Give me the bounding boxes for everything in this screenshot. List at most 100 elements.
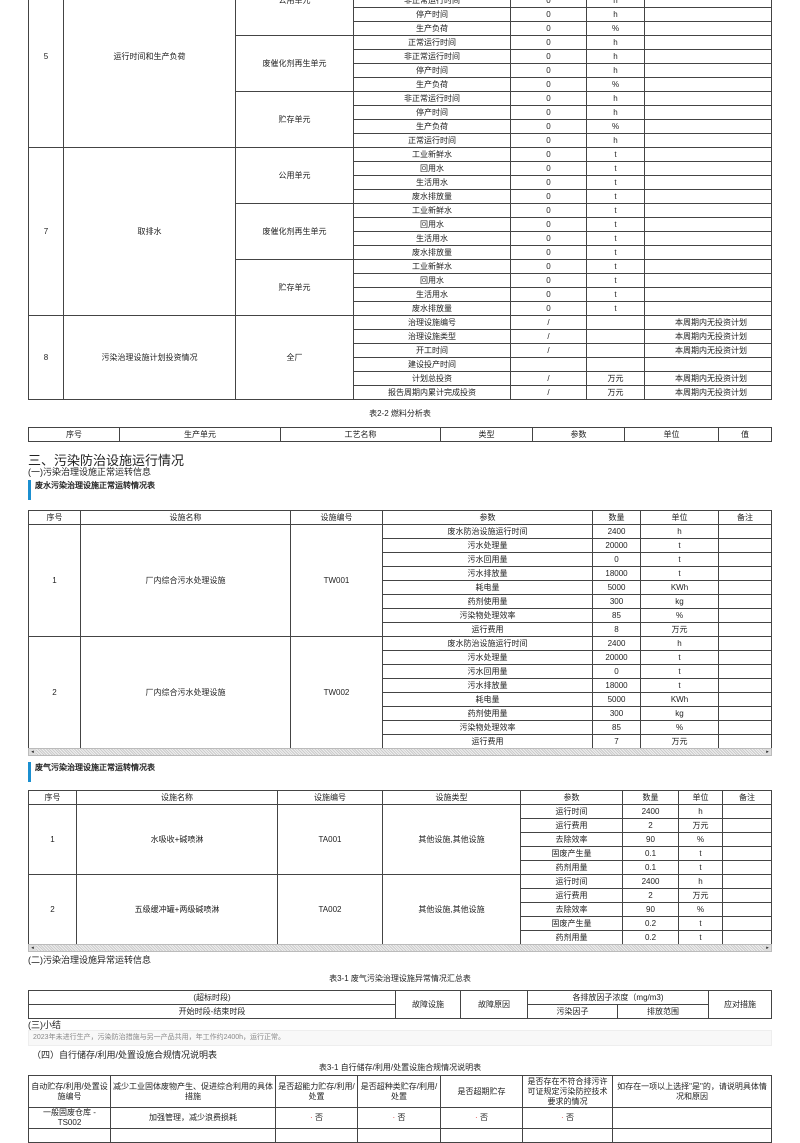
quantity: 2 xyxy=(648,821,653,830)
table-row: 废水排放量 0 t xyxy=(29,301,772,316)
quantity: 18000 xyxy=(605,569,628,578)
table-row: 建设投产时间 xyxy=(29,357,772,372)
unit-name: 全厂 xyxy=(286,353,303,362)
unit: % xyxy=(675,723,684,732)
cell: 否 xyxy=(314,1113,323,1122)
unit: t xyxy=(678,569,681,578)
operations-table: 5 运行时间和生产负荷 公用单元 非正常运行时间 0 h 停产时间 0 h 生产负荷 0% 废催化剂再… xyxy=(28,0,772,400)
h-reason: 故障原因 xyxy=(460,990,528,1019)
param: 耗电量 xyxy=(475,695,500,704)
param: 非正常运行时间 xyxy=(404,94,460,103)
table-row: 2 厂内综合污水处理设施 TW002 废水防治设施运行时间 2400 h xyxy=(28,636,772,749)
unit: h xyxy=(698,877,703,886)
unit: % xyxy=(611,80,620,89)
value: 0 xyxy=(546,290,551,299)
column-header: 备注 xyxy=(737,513,753,522)
unit: t xyxy=(614,192,617,201)
param: 去除效率 xyxy=(555,835,588,844)
table-row: 停产时间 0 h xyxy=(29,105,772,120)
param: 非正常运行时间 xyxy=(404,52,460,61)
param: 污水处理量 xyxy=(467,653,508,662)
table-row: 去除效率 90% xyxy=(29,902,772,917)
value: 0 xyxy=(546,52,551,61)
h-conc: 各排放因子浓度（mg/m3) xyxy=(527,990,709,1005)
param: 固废产生量 xyxy=(551,849,592,858)
unit: h xyxy=(613,66,618,75)
unit: t xyxy=(678,653,681,662)
param: 药剂使用量 xyxy=(467,709,508,718)
unit-name: 贮存单元 xyxy=(278,283,311,292)
value: 0 xyxy=(546,206,551,215)
column-header: 减少工业固体废物产生、促进综合利用的具体措施 xyxy=(113,1081,273,1101)
unit: % xyxy=(675,611,684,620)
unit: h xyxy=(613,52,618,61)
fuel-header: 类型 xyxy=(478,430,495,439)
cell: 否 xyxy=(479,1113,488,1122)
wastewater-title: 废水污染治理设施正常运转情况表 xyxy=(28,480,155,500)
param: 开工时间 xyxy=(416,346,448,355)
fuel-header: 单位 xyxy=(663,430,680,439)
unit: 万元 xyxy=(607,388,624,397)
unit: t xyxy=(614,290,617,299)
fuel-header: 生产单元 xyxy=(184,430,216,439)
quantity: 0 xyxy=(614,667,619,676)
table-row: 运行费用 8 万元 xyxy=(29,622,772,637)
column-header: 单位 xyxy=(692,793,709,802)
value: 0 xyxy=(546,66,551,75)
quantity: 0.2 xyxy=(644,933,657,942)
remark: 本周期内无投资计划 xyxy=(675,374,747,383)
column-header: 自动贮存/利用/处置设施编号 xyxy=(31,1081,108,1101)
value: 0 xyxy=(546,178,551,187)
param: 污水处理量 xyxy=(467,541,508,550)
value: 0 xyxy=(546,150,551,159)
table-row: 1 厂内综合污水处理设施 TW001 废水防治设施运行时间 2400 h xyxy=(28,524,772,637)
column-header: 设施编号 xyxy=(320,513,353,522)
unit: 万元 xyxy=(607,374,624,383)
value: 0 xyxy=(546,234,551,243)
param: 生活用水 xyxy=(416,234,448,243)
unit: h xyxy=(677,527,682,536)
unit: t xyxy=(678,555,681,564)
row-no: 2 xyxy=(52,688,57,697)
remark: 本周期内无投资计划 xyxy=(675,388,747,397)
unit: t xyxy=(614,206,617,215)
wastegas-scrollbar[interactable]: ◂ ▸ xyxy=(28,944,772,952)
row-no: 2 xyxy=(50,905,55,914)
remark: 本周期内无投资计划 xyxy=(675,346,747,355)
section-name: 污染治理设施计划投资情况 xyxy=(101,353,198,362)
facility-code: TW001 xyxy=(323,576,350,585)
cell: 一般固废仓库 - TS002 xyxy=(43,1108,96,1128)
param: 药剂使用量 xyxy=(467,597,508,606)
table-row: 非正常运行时间 0 h xyxy=(29,49,772,64)
param: 停产时间 xyxy=(416,66,448,75)
param: 非正常运行时间 xyxy=(404,0,460,5)
param: 正常运行时间 xyxy=(408,136,456,145)
param: 运行费用 xyxy=(555,821,588,830)
param: 工业新鲜水 xyxy=(412,262,452,271)
unit: t xyxy=(614,150,617,159)
param: 治理设施编号 xyxy=(408,318,456,327)
quantity: 300 xyxy=(609,597,624,606)
value: 0 xyxy=(546,94,551,103)
fuel-table: 序号 生产单元 工艺名称 类型 参数 单位 值 xyxy=(28,427,772,442)
yes-no-select: · 否 xyxy=(275,1107,358,1129)
quantity: 90 xyxy=(646,835,655,844)
facility-type: 其他设施,其他设施 xyxy=(418,835,485,844)
quantity: 20000 xyxy=(605,541,628,550)
param: 废水排放量 xyxy=(412,304,452,313)
column-header: 是否超能力贮存/利用/处置 xyxy=(278,1081,355,1101)
table-row: 正常运行时间 0 h xyxy=(29,133,772,148)
wastewater-scrollbar[interactable]: ◂ ▸ xyxy=(28,748,772,756)
param: 污水回用量 xyxy=(467,667,508,676)
column-header: 参数 xyxy=(563,793,580,802)
facility-name: 水吸收+碱喷淋 xyxy=(150,835,204,844)
quantity: 0.1 xyxy=(644,849,657,858)
value: 0 xyxy=(546,0,551,5)
table-row: 耗电量 5000 KWh xyxy=(29,692,772,707)
param: 计划总投资 xyxy=(412,374,452,383)
cell: 加强管理，减少浪费损耗 xyxy=(149,1113,237,1122)
param: 停产时间 xyxy=(416,108,448,117)
value: / xyxy=(547,346,550,355)
quantity: 8 xyxy=(614,625,619,634)
param: 废水防治设施运行时间 xyxy=(447,527,528,536)
